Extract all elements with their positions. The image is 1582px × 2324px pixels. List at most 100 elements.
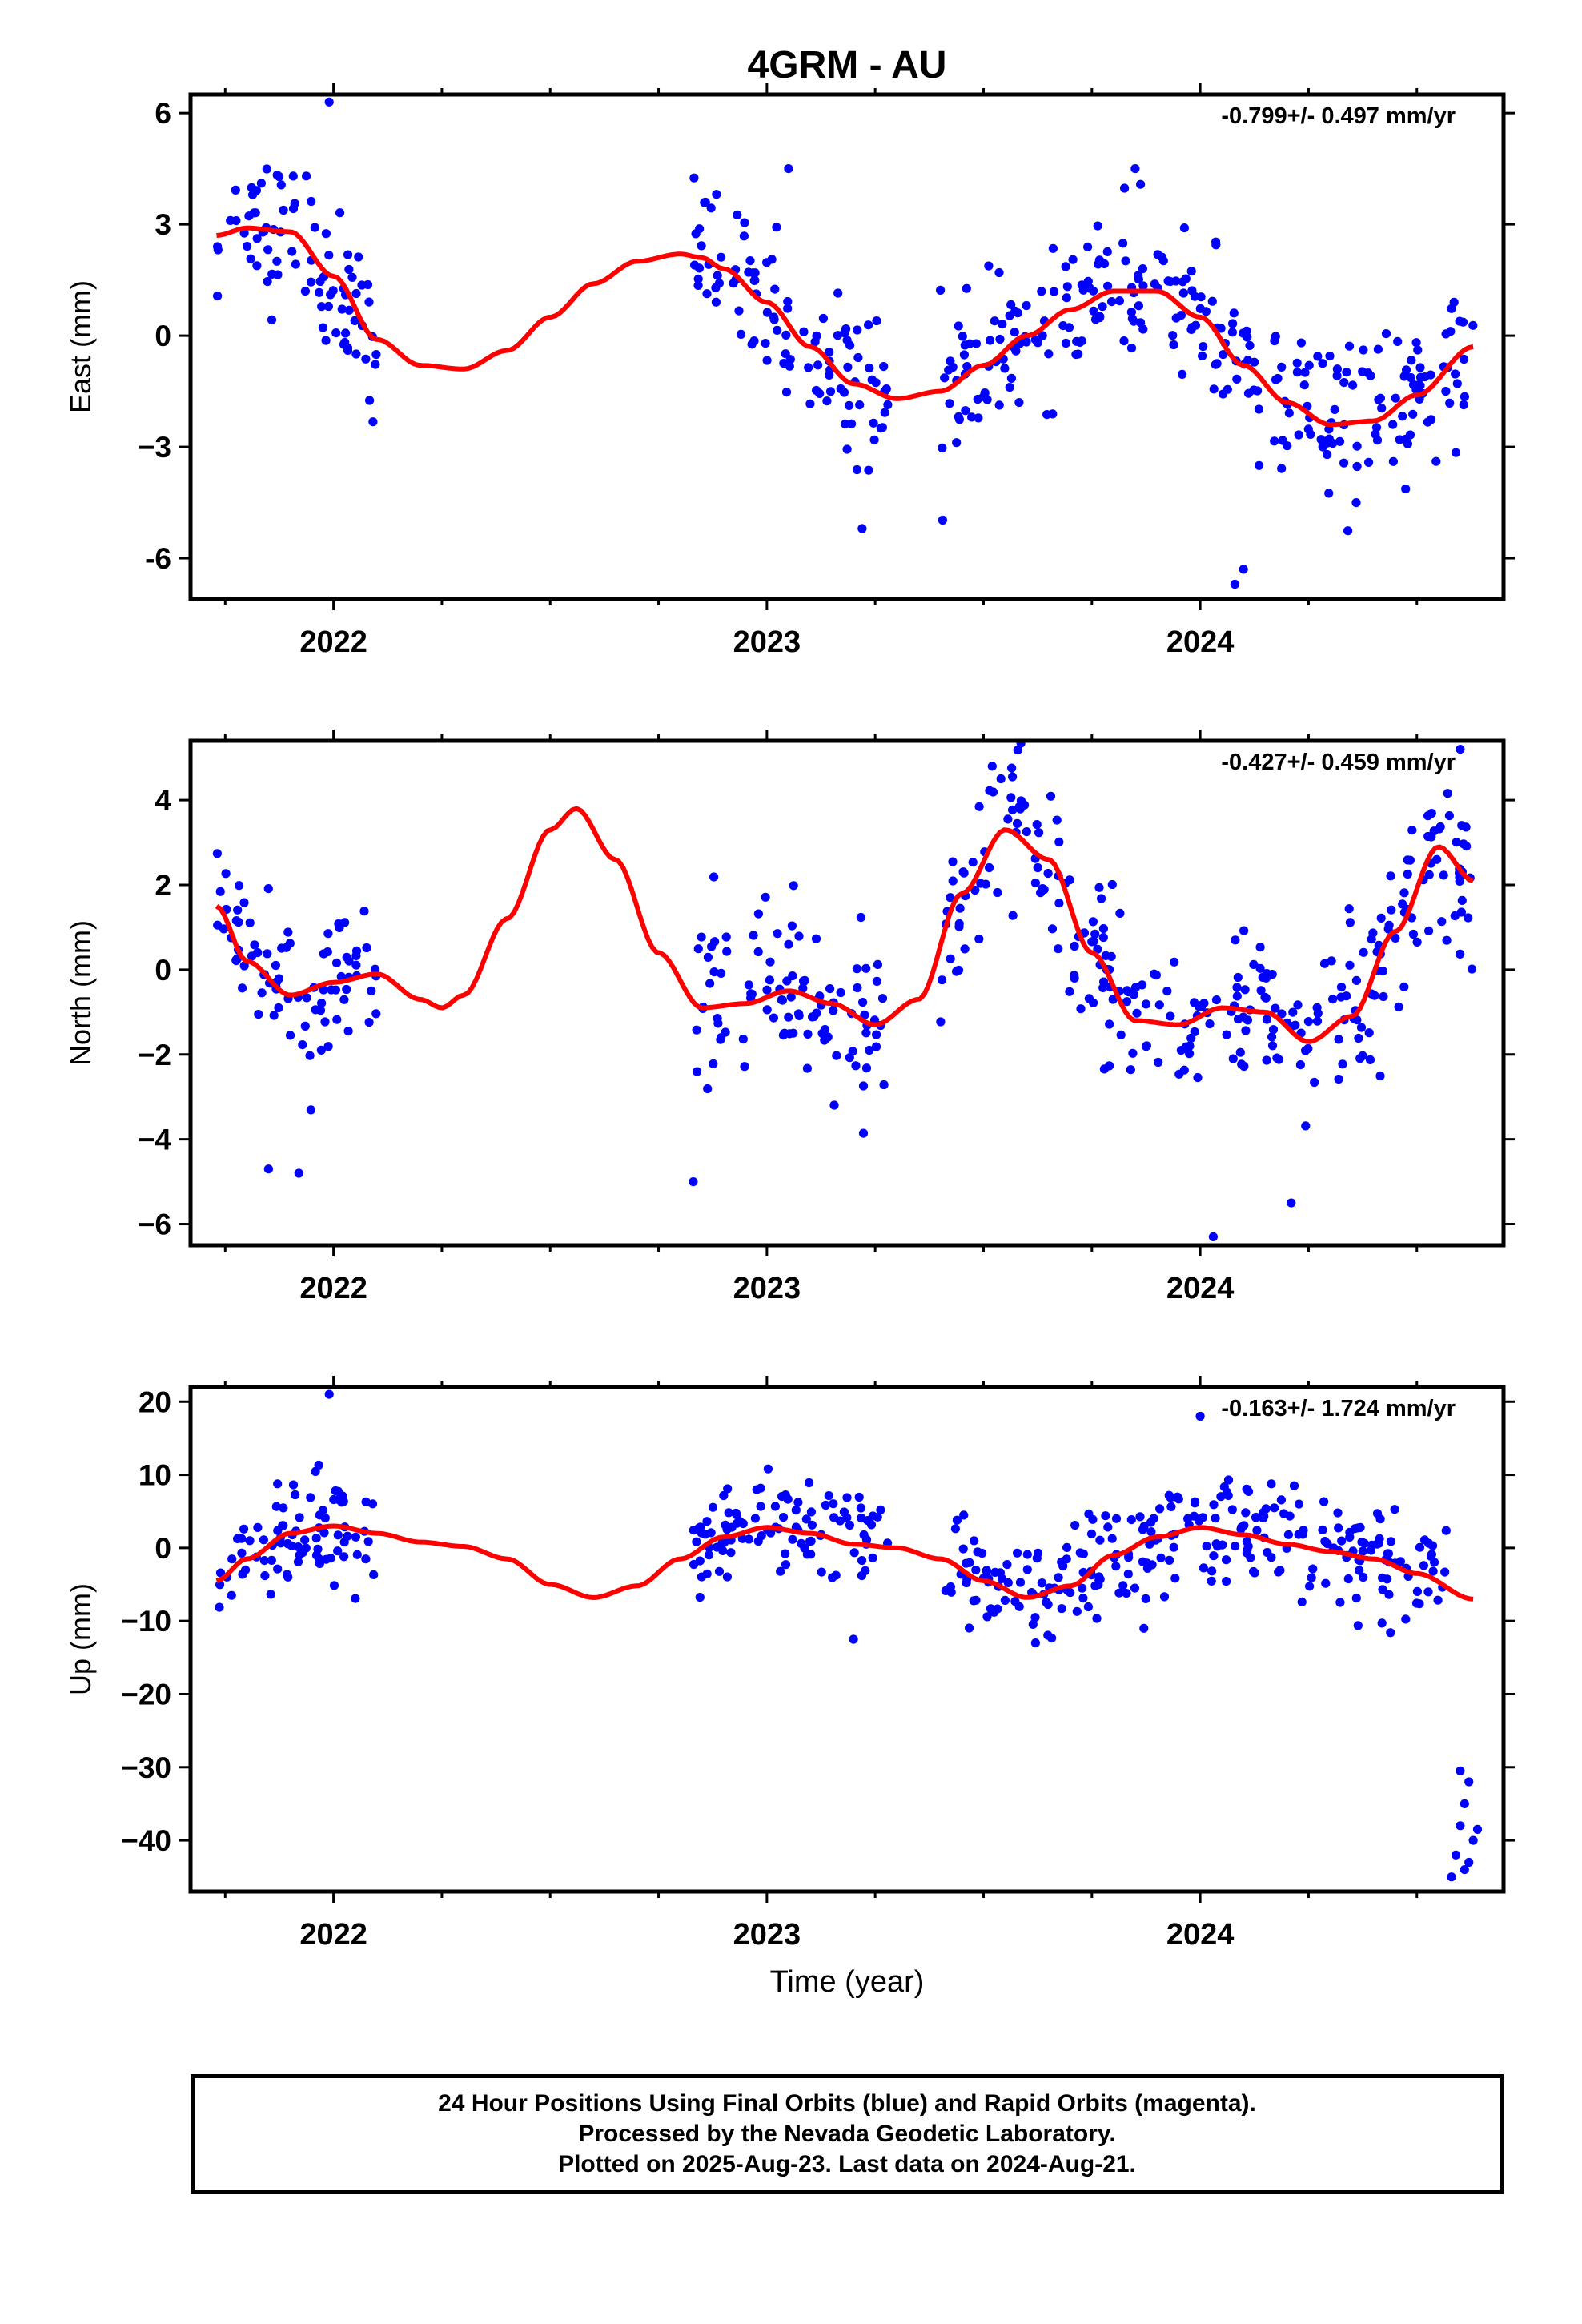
up-data-point xyxy=(237,1548,247,1558)
east-data-point xyxy=(740,218,749,227)
up-data-point xyxy=(1308,1564,1318,1574)
east-data-point xyxy=(1219,389,1228,399)
up-data-point xyxy=(271,1502,281,1511)
east-data-point xyxy=(841,419,850,429)
east-data-point xyxy=(853,325,862,335)
up-data-point xyxy=(971,1565,981,1575)
east-data-point xyxy=(1304,360,1314,370)
north-data-point xyxy=(1303,1043,1313,1054)
up-data-point xyxy=(993,1604,1002,1614)
east-data-point xyxy=(1048,243,1058,253)
east-data-point xyxy=(1395,435,1404,444)
north-data-point xyxy=(1456,907,1466,917)
up-data-point xyxy=(259,1556,269,1566)
east-data-point xyxy=(324,251,334,260)
east-data-point xyxy=(713,271,722,280)
north-data-point xyxy=(1008,772,1018,782)
east-data-point xyxy=(945,399,954,408)
east-data-point xyxy=(813,360,823,370)
north-data-point xyxy=(1375,1071,1385,1081)
east-data-point xyxy=(251,208,260,218)
east-data-point xyxy=(361,354,371,364)
up-data-point xyxy=(1219,1482,1229,1492)
east-data-point xyxy=(1278,436,1287,445)
north-data-point xyxy=(1138,980,1147,990)
east-data-point xyxy=(231,185,240,195)
north-data-point xyxy=(1235,1047,1245,1057)
north-data-point xyxy=(1319,959,1330,968)
north-data-point xyxy=(803,1029,813,1039)
east-data-point xyxy=(1126,308,1136,317)
east-data-point xyxy=(1459,354,1469,364)
up-fit-curve xyxy=(215,1523,1474,1602)
east-x-tick-label: 2022 xyxy=(299,625,367,659)
east-data-point xyxy=(351,288,361,299)
up-data-point xyxy=(694,1523,704,1533)
north-x-tick-label: 2022 xyxy=(299,1272,367,1305)
up-y-axis-label: Up (mm) xyxy=(64,1583,97,1695)
north-data-point xyxy=(1467,964,1477,974)
north-data-point xyxy=(1336,983,1347,992)
east-data-point xyxy=(961,406,970,416)
north-data-point xyxy=(1070,973,1079,983)
up-data-point xyxy=(237,1534,247,1543)
up-data-point xyxy=(1002,1560,1012,1570)
up-data-point xyxy=(300,1535,310,1545)
north-data-point xyxy=(1444,811,1454,821)
north-data-point xyxy=(1256,986,1266,995)
north-data-point xyxy=(286,1031,295,1040)
east-data-point xyxy=(994,267,1004,278)
up-data-point xyxy=(970,1536,979,1546)
north-data-point xyxy=(1354,1033,1363,1043)
up-data-point xyxy=(1156,1553,1166,1562)
up-data-point xyxy=(1084,1509,1094,1518)
up-data-point xyxy=(1122,1589,1131,1598)
east-data-point xyxy=(864,320,873,330)
east-data-point xyxy=(1207,296,1217,306)
up-data-point xyxy=(722,1572,733,1582)
east-data-point xyxy=(290,199,299,208)
up-data-point xyxy=(1333,1508,1343,1518)
north-data-point xyxy=(1424,926,1434,935)
north-data-point xyxy=(1358,1051,1367,1060)
north-data-point xyxy=(1089,936,1098,947)
up-data-point xyxy=(1190,1498,1200,1508)
north-data-point xyxy=(238,983,247,993)
east-data-point xyxy=(880,408,889,417)
east-data-point xyxy=(1254,404,1263,414)
east-data-point xyxy=(779,359,789,368)
up-data-point xyxy=(793,1498,803,1507)
east-data-point xyxy=(883,400,893,409)
north-data-point xyxy=(1232,983,1242,992)
north-data-point xyxy=(852,964,861,974)
north-data-point xyxy=(306,1105,315,1115)
north-data-point xyxy=(1352,1015,1362,1025)
north-data-point xyxy=(1394,1002,1403,1011)
up-data-point xyxy=(315,1558,324,1568)
north-data-point xyxy=(344,956,354,966)
up-data-point xyxy=(1427,1550,1436,1559)
east-data-point xyxy=(331,328,341,338)
north-data-point xyxy=(302,993,311,1003)
north-data-point xyxy=(985,862,994,873)
east-fit-curve xyxy=(216,225,1474,428)
north-data-point xyxy=(1342,991,1351,1001)
up-data-point xyxy=(1384,1590,1394,1599)
north-data-point xyxy=(974,934,984,944)
up-x-tick-label: 2024 xyxy=(1166,1918,1235,1952)
up-data-point xyxy=(1114,1588,1124,1598)
north-data-point xyxy=(359,907,369,916)
north-data-point xyxy=(1241,1026,1251,1035)
north-data-point xyxy=(753,909,764,919)
up-data-point xyxy=(1166,1502,1176,1511)
east-data-point xyxy=(1352,461,1362,472)
up-x-tick-label: 2023 xyxy=(733,1918,801,1952)
north-data-point xyxy=(1432,854,1442,864)
east-data-point xyxy=(1306,429,1315,440)
north-data-point xyxy=(1170,957,1179,967)
up-data-point xyxy=(273,1564,283,1574)
up-data-point xyxy=(708,1502,718,1512)
east-data-point xyxy=(1186,267,1196,276)
up-data-point xyxy=(1358,1546,1367,1556)
east-data-point xyxy=(1294,430,1303,440)
